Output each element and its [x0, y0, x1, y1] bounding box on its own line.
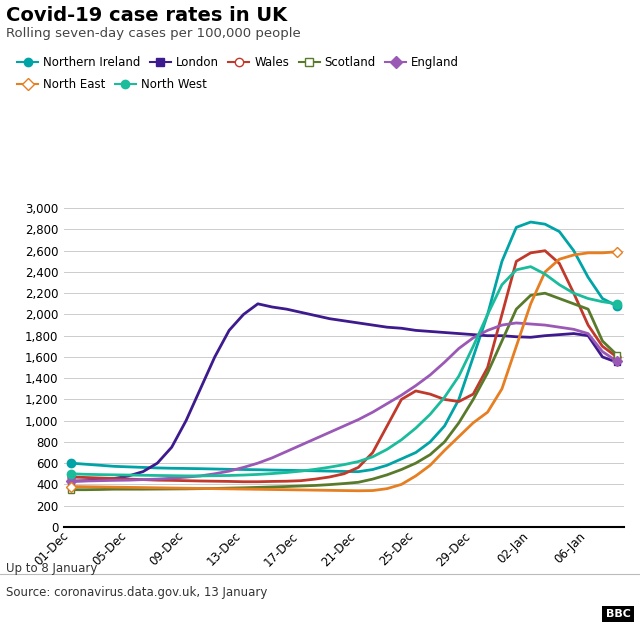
Text: Source: coronavirus.data.gov.uk, 13 January: Source: coronavirus.data.gov.uk, 13 Janu…: [6, 586, 268, 599]
Text: BBC: BBC: [605, 609, 630, 619]
Legend: North East, North West: North East, North West: [12, 73, 211, 96]
Text: Rolling seven-day cases per 100,000 people: Rolling seven-day cases per 100,000 peop…: [6, 27, 301, 40]
Legend: Northern Ireland, London, Wales, Scotland, England: Northern Ireland, London, Wales, Scotlan…: [12, 51, 464, 74]
Text: Covid-19 case rates in UK: Covid-19 case rates in UK: [6, 6, 287, 25]
Text: Up to 8 January: Up to 8 January: [6, 562, 98, 575]
